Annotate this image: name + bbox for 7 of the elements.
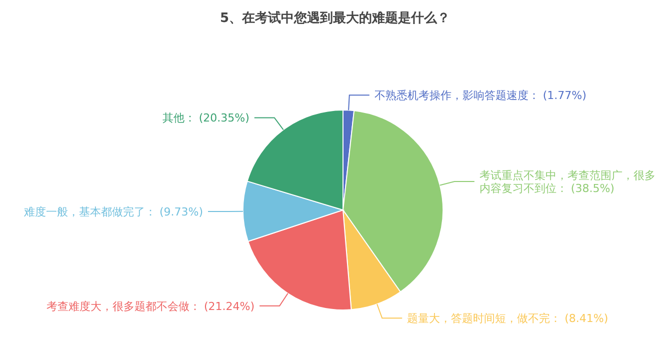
slice-label: 题量大，答题时间短，做不完： (8.41%): [407, 312, 608, 326]
slice-label: 难度一般，基本都做完了： (9.73%): [24, 206, 204, 219]
slice-label: 考试重点不集中，考查范围广，很多内容复习不到位： (38.5%): [479, 169, 656, 196]
slice-label: 不熟悉机考操作，影响答题速度： (1.77%): [374, 89, 586, 102]
chart-title: 5、在考试中您遇到最大的难题是什么？: [220, 10, 450, 26]
slice-label: 考查难度大，很多题都不会做： (21.24%): [46, 300, 255, 313]
slice-label: 其他： (20.35%): [162, 112, 250, 125]
